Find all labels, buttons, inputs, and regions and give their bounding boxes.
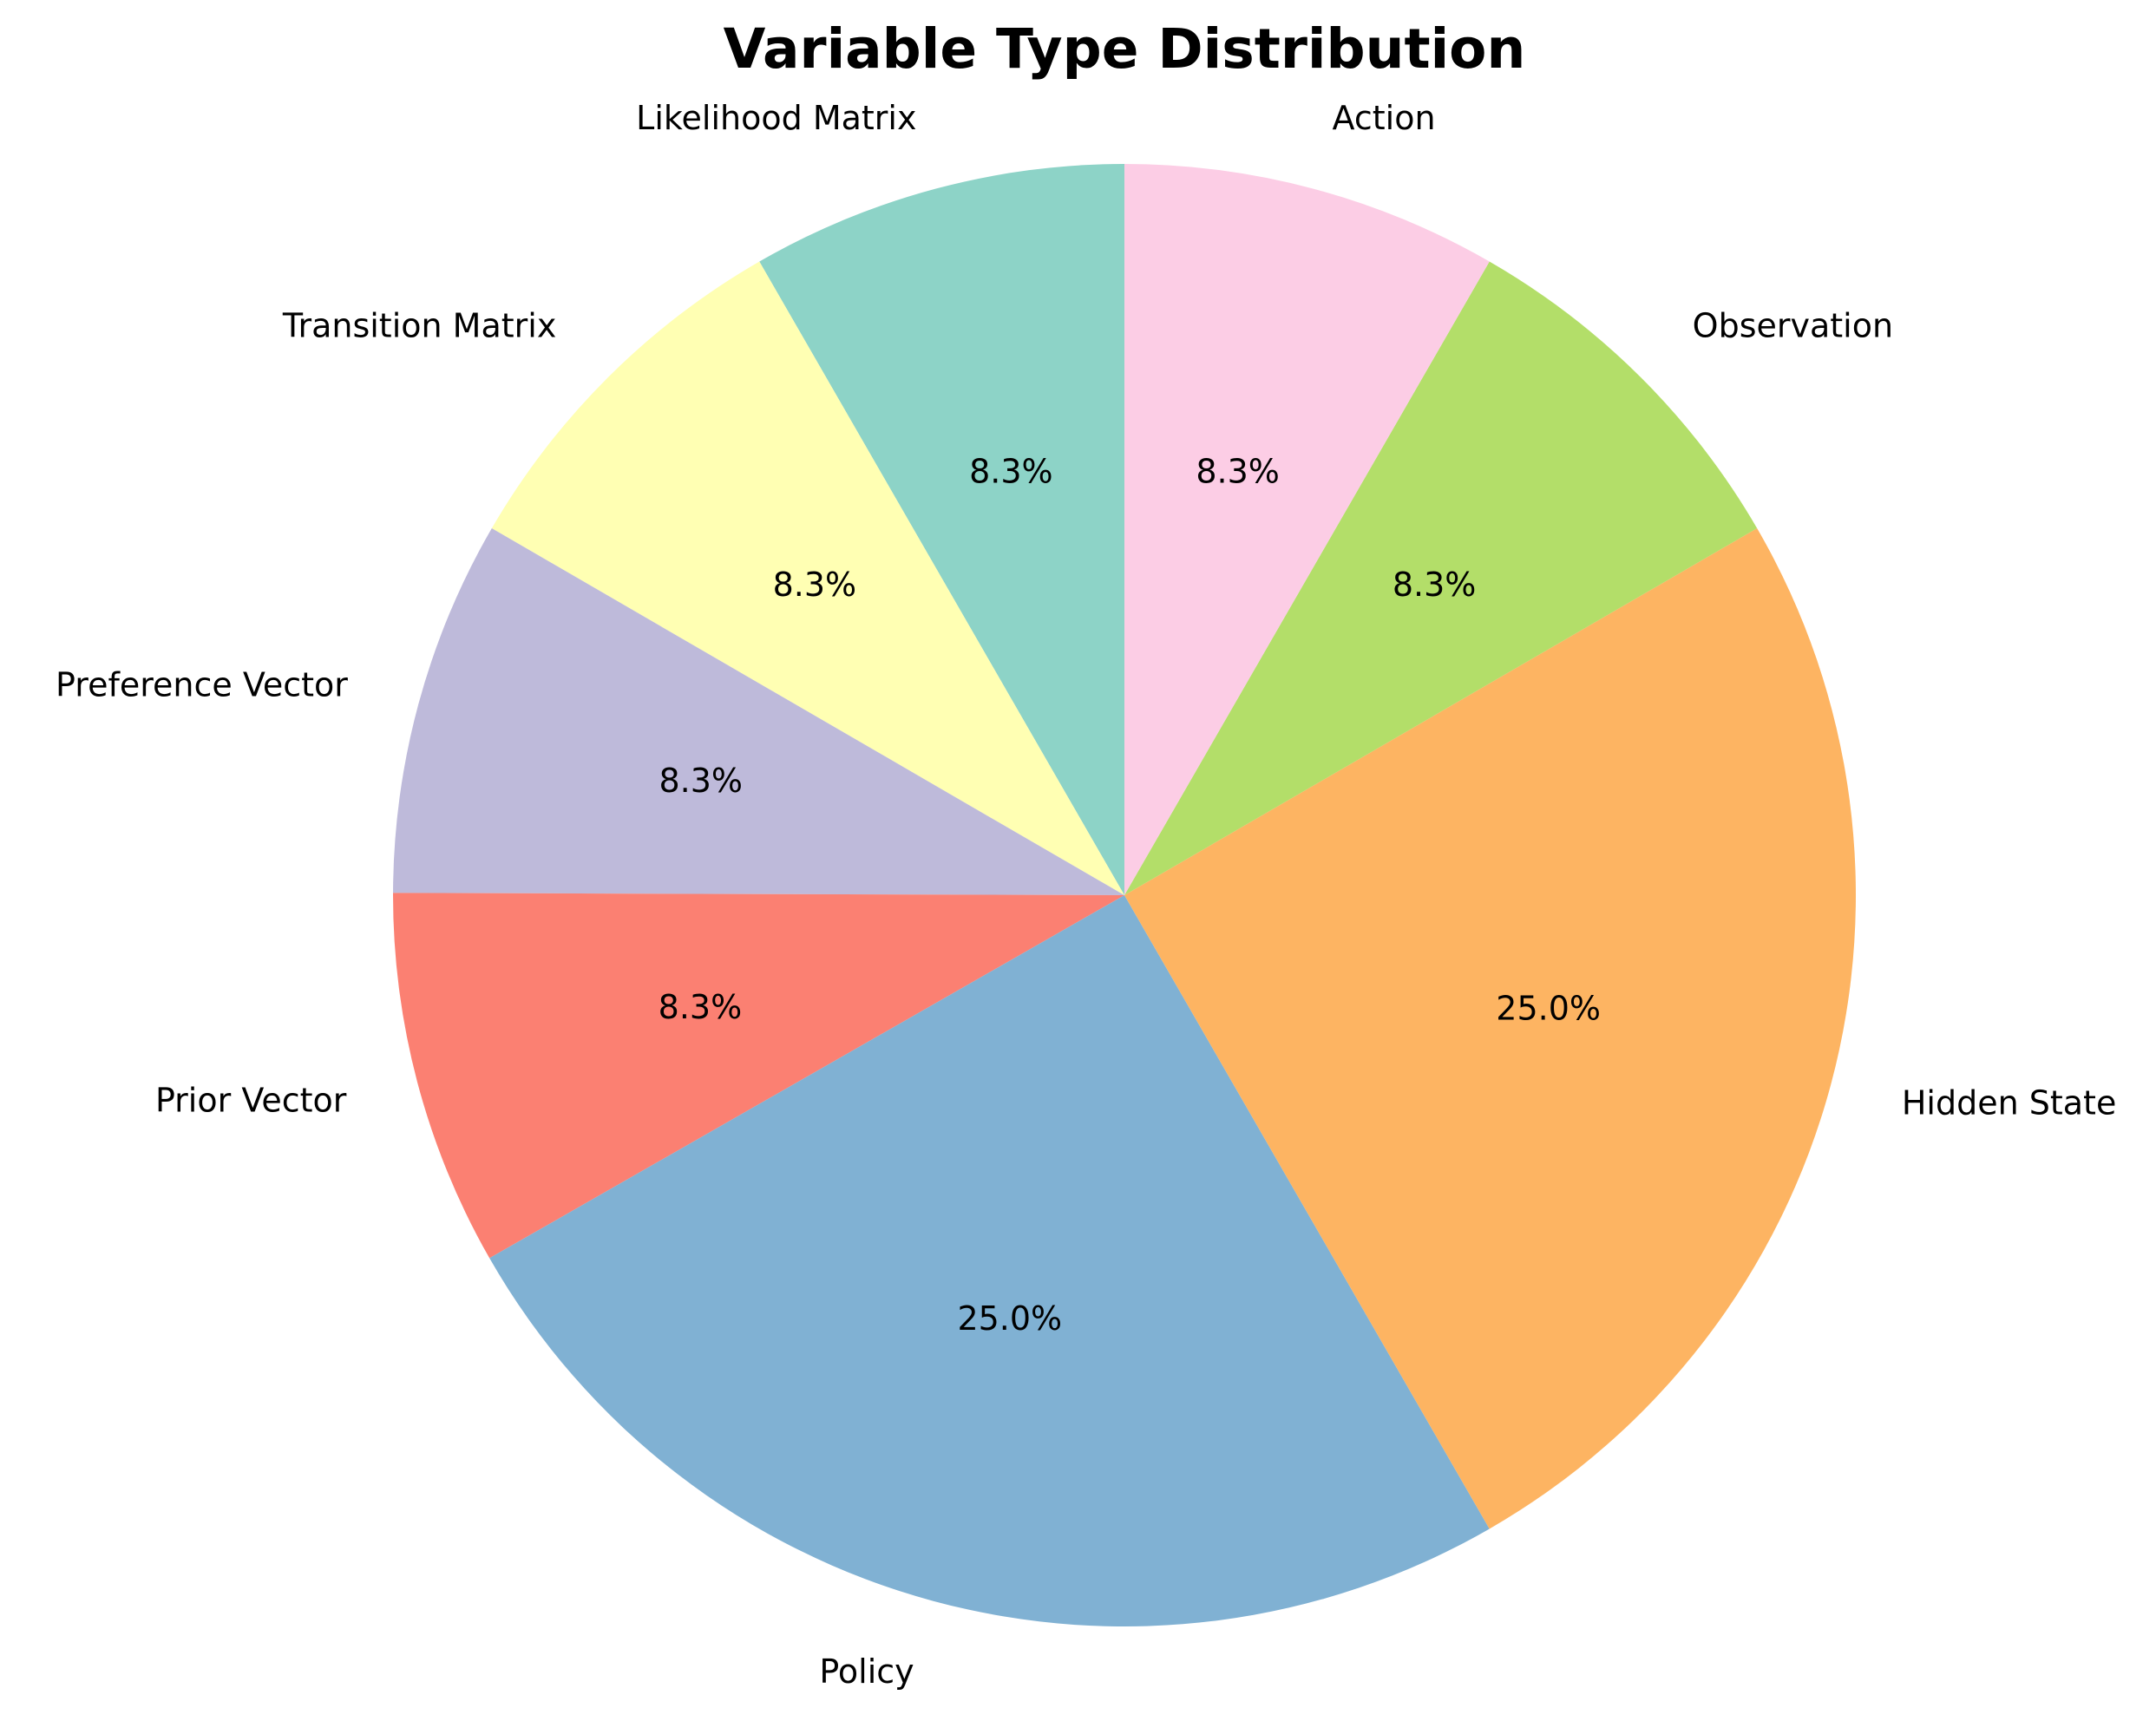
pct-label-prior-vector: 8.3% [659, 988, 743, 1026]
slice-label-transition-matrix: Transition Matrix [282, 306, 557, 344]
pie-slice-action [1124, 164, 1490, 895]
pie-slice-transition-matrix [491, 261, 1124, 895]
pie-slice-preference-vector [393, 527, 1125, 895]
pct-label-action: 8.3% [1196, 452, 1280, 490]
slice-label-hidden-state: Hidden State [1902, 1084, 2117, 1122]
chart-title: Variable Type Distribution [724, 17, 1526, 81]
pie-slice-likelihood-matrix [759, 164, 1124, 895]
slice-label-action: Action [1333, 99, 1436, 137]
slice-label-policy: Policy [819, 1652, 914, 1691]
pct-label-policy: 25.0% [957, 1299, 1062, 1338]
pie-slice-policy [489, 895, 1490, 1627]
pct-label-transition-matrix: 8.3% [773, 566, 857, 604]
pie-slice-hidden-state [1124, 527, 1856, 1529]
slice-label-likelihood-matrix: Likelihood Matrix [636, 99, 916, 137]
pct-label-preference-vector: 8.3% [659, 762, 744, 800]
pct-label-observation: 8.3% [1393, 566, 1477, 604]
pct-label-likelihood-matrix: 8.3% [969, 452, 1053, 490]
pie-slice-prior-vector [393, 893, 1124, 1259]
slice-label-preference-vector: Preference Vector [56, 666, 348, 704]
slice-label-observation: Observation [1693, 306, 1893, 344]
pie-slice-observation [1124, 261, 1758, 895]
slice-label-prior-vector: Prior Vector [155, 1082, 347, 1120]
pct-label-hidden-state: 25.0% [1496, 990, 1601, 1028]
pie-slices [393, 164, 1856, 1627]
slice-labels: Likelihood Matrix Transition Matrix Prefer… [56, 99, 2116, 1691]
percentage-labels: 8.3% 8.3% 8.3% 8.3% 25.0% 25.0% 8.3% 8.3% [659, 452, 1601, 1338]
